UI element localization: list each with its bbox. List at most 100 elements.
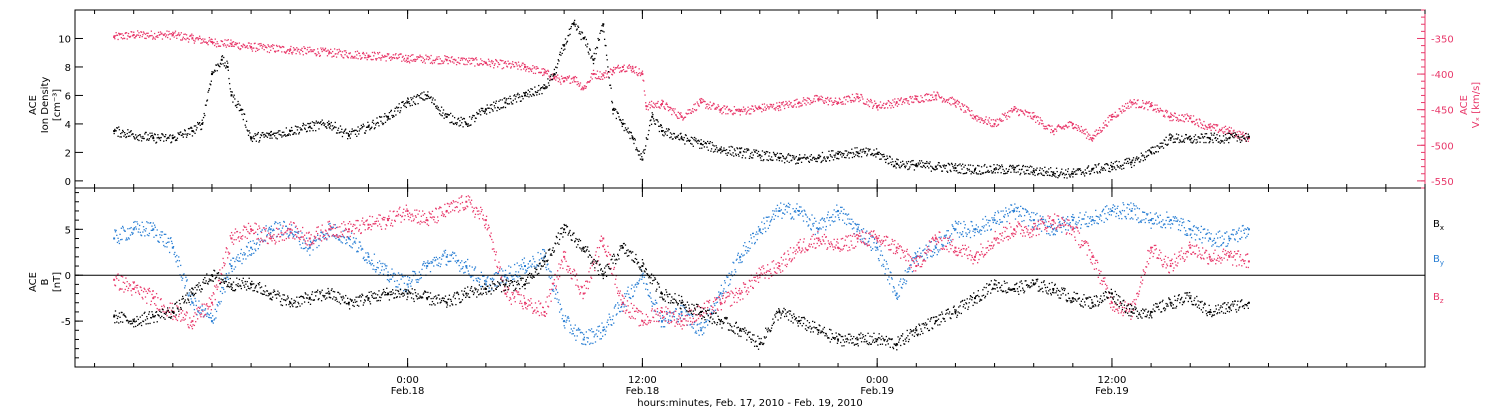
scatter-dot-by [180,264,182,267]
scatter-dot-density [626,128,628,131]
scatter-dot-vx [324,47,327,50]
scatter-dot-density [883,155,886,158]
scatter-dot-vx [152,36,154,38]
scatter-dot-vx [836,103,839,105]
scatter-dot-by [867,241,869,243]
scatter-dot-vx [1170,112,1172,114]
data-point-by [680,310,683,313]
scatter-dot-vx [725,106,728,109]
scatter-dot-vx [242,46,244,48]
scatter-dot-by [755,233,757,236]
scatter-dot-vx [540,71,543,74]
scatter-dot-vx [682,118,685,120]
scatter-dot-density [637,150,639,152]
scatter-dot-by [184,285,186,287]
data-point-vx [680,115,683,118]
scatter-dot-density [326,121,329,124]
scatter-dot-density [1007,170,1009,172]
scatter-dot-density [1038,172,1040,175]
scatter-dot-density [1157,145,1159,147]
scatter-dot-density [126,132,128,135]
scatter-dot-by [426,262,428,264]
scatter-dot-by [834,216,837,218]
scatter-dot-density [742,150,745,152]
scatter-dot-density [959,163,961,165]
scatter-dot-density [1073,171,1075,173]
scatter-dot-density [969,170,971,172]
scatter-dot-density [927,162,929,164]
scatter-dot-vx [964,110,966,112]
scatter-dot-vx [1036,115,1038,118]
scatter-dot-by [900,286,903,289]
scatter-dot-density [362,126,364,128]
scatter-dot-by [363,256,365,258]
scatter-dot-by [116,241,119,244]
scatter-dot-vx [489,65,492,68]
scatter-dot-density [881,154,883,156]
scatter-dot-density [873,149,875,151]
scatter-dot-vx [415,59,417,61]
scatter-dot-density [719,147,721,150]
scatter-dot-density [885,161,887,164]
scatter-dot-vx [1013,106,1015,108]
scatter-dot-density [202,116,205,119]
scatter-dot-density [1042,174,1044,176]
data-point-density [347,134,350,137]
scatter-dot-by [689,324,691,326]
scatter-dot-by [598,325,601,327]
scatter-dot-by [916,254,918,257]
scatter-dot-vx [265,46,267,48]
scatter-dot-density [491,104,493,106]
scatter-dot-vx [623,64,625,66]
scatter-dot-density [223,65,226,67]
scatter-dot-vx [1167,116,1169,118]
scatter-dot-vx [429,57,431,60]
scatter-dot-density [574,25,576,27]
scatter-dot-density [434,99,436,101]
scatter-dot-vx [180,39,182,41]
scatter-dot-vx [952,98,955,100]
scatter-dot-vx [1100,131,1102,133]
scatter-dot-vx [634,66,636,69]
scatter-dot-density [958,164,960,166]
scatter-dot-vx [1052,130,1054,133]
scatter-dot-density [453,116,456,119]
scatter-dot-by [960,233,963,236]
scatter-dot-density [213,71,215,73]
scatter-dot-vx [830,100,833,102]
scatter-dot-vx [240,45,243,47]
scatter-dot-density [191,127,193,129]
scatter-dot-density [528,96,530,98]
scatter-dot-vx [752,105,754,108]
scatter-dot-vx [747,106,749,108]
scatter-dot-density [122,129,124,132]
scatter-dot-density [850,152,852,154]
scatter-dot-by [739,259,741,261]
scatter-dot-vx [1183,121,1186,123]
scatter-dot-by [422,263,424,265]
scatter-dot-density [976,173,978,175]
scatter-dot-by [602,335,604,337]
scatter-dot-vx [295,52,297,55]
scatter-dot-by [915,253,917,255]
scatter-dot-by [126,239,128,241]
scatter-dot-vx [857,97,859,100]
scatter-dot-vx [969,114,972,116]
scatter-dot-density [1197,136,1199,138]
scatter-dot-density [722,150,724,152]
scatter-dot-by [695,332,698,334]
scatter-dot-vx [234,42,237,44]
scatter-dot-vx [451,56,453,58]
scatter-dot-vx [1096,133,1098,136]
scatter-dot-vx [433,62,436,64]
scatter-dot-vx [573,79,575,81]
scatter-dot-vx [350,55,353,57]
scatter-dot-density [1119,167,1121,169]
scatter-dot-density [1062,172,1064,174]
scatter-dot-vx [641,70,644,72]
scatter-dot-by [123,230,126,232]
scatter-dot-vx [253,42,256,45]
scatter-dot-by [772,210,774,212]
scatter-dot-by [197,311,199,313]
scatter-dot-vx [305,53,308,55]
